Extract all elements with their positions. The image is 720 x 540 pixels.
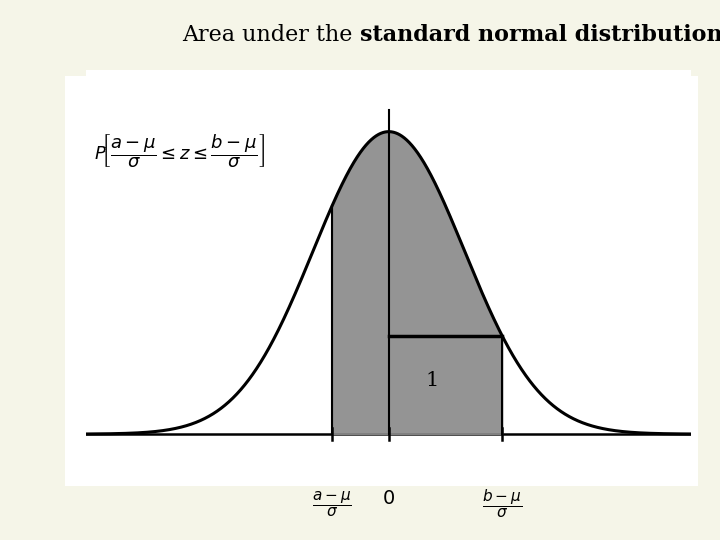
Text: Area under the: Area under the [182, 24, 360, 46]
Text: standard normal distribution: standard normal distribution [360, 24, 720, 46]
FancyBboxPatch shape [65, 76, 698, 486]
Text: $\dfrac{a-\mu}{\sigma}$: $\dfrac{a-\mu}{\sigma}$ [312, 489, 352, 519]
Text: $P\!\left[\dfrac{a-\mu}{\sigma} \leq z \leq \dfrac{b-\mu}{\sigma}\right]$: $P\!\left[\dfrac{a-\mu}{\sigma} \leq z \… [94, 132, 264, 170]
Text: $\dfrac{b-\mu}{\sigma}$: $\dfrac{b-\mu}{\sigma}$ [482, 488, 522, 520]
Text: $0$: $0$ [382, 490, 395, 509]
Text: 1: 1 [426, 370, 438, 389]
